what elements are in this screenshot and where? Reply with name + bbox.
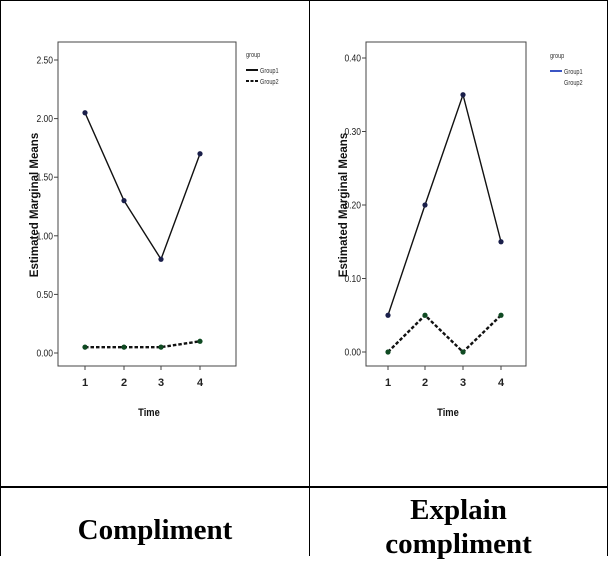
cell-top-left <box>0 0 310 488</box>
cell-top-right <box>309 0 608 488</box>
caption-explain-line2: compliment <box>385 528 532 560</box>
caption-compliment: Compliment <box>77 514 233 546</box>
caption-explain-line1: Explain <box>410 494 507 526</box>
